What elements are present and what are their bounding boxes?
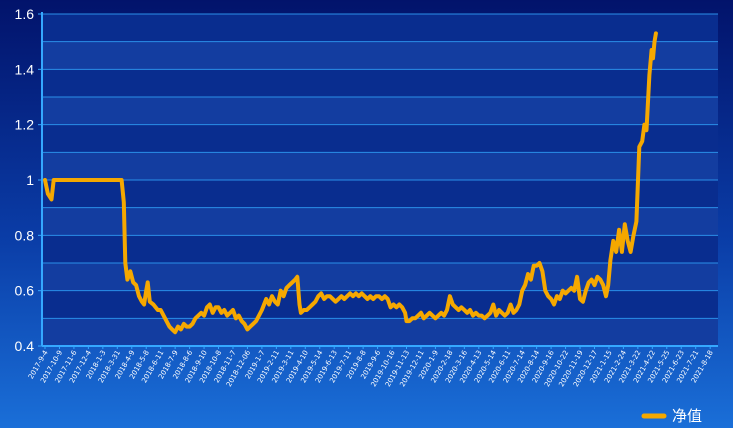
plot-band: [42, 97, 718, 125]
plot-band: [42, 124, 718, 153]
plot-band: [42, 235, 718, 263]
legend: 净值: [641, 407, 702, 425]
plot-band: [42, 41, 718, 70]
y-axis-ticks: 0.4 0.6 0.8 1 1.2 1.4 1.6: [15, 6, 42, 354]
y-tick-label: 0.8: [15, 227, 35, 243]
series-lines: [43, 31, 658, 335]
y-tick-label: 1.4: [15, 61, 35, 77]
plot-band: [42, 318, 718, 346]
plot-band: [42, 152, 718, 180]
series-line-net-value: [43, 31, 658, 335]
plot-band: [42, 263, 718, 291]
legend-label-net-value: 净值: [672, 407, 702, 425]
y-tick-label: 0.4: [15, 338, 35, 354]
plot-band: [42, 180, 718, 208]
y-tick-label: 1.2: [15, 117, 35, 133]
y-tick-label: 0.6: [15, 283, 35, 299]
plot-band: [42, 207, 718, 236]
plot-band: [42, 14, 718, 42]
x-axis-ticks: 2017-9-42017-10-92017-11-62017-12-42018-…: [27, 346, 715, 388]
plot-band: [42, 69, 718, 97]
y-tick-label: 1.6: [15, 6, 35, 22]
y-tick-label: 1: [26, 172, 34, 188]
